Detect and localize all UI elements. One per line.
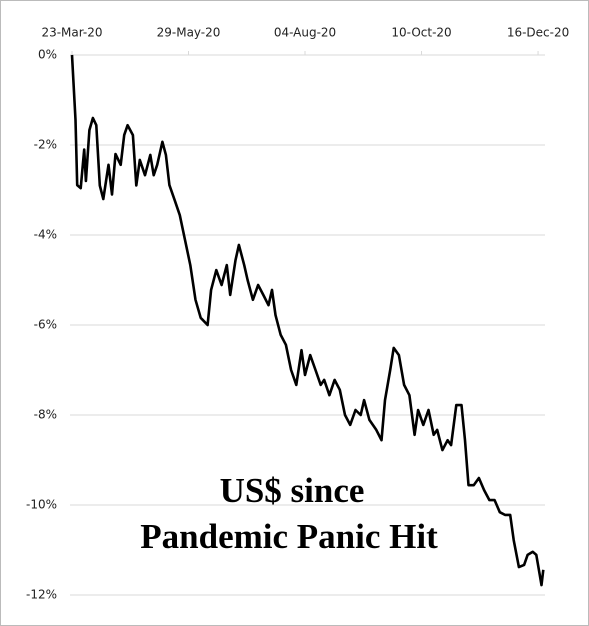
x-tick-label: 04-Aug-20 (274, 26, 336, 40)
y-tick-label: -8% (34, 408, 57, 422)
y-tick-label: -10% (26, 498, 57, 512)
data-line (70, 54, 545, 587)
y-tick-label: -2% (34, 138, 57, 152)
y-tick-label: -6% (34, 318, 57, 332)
annotation-line: US$ since (220, 471, 365, 510)
y-tick-label: -4% (34, 228, 57, 242)
x-tick-label: 23-Mar-20 (41, 26, 102, 40)
x-tick-label: 10-Oct-20 (391, 26, 451, 40)
annotation-line: Pandemic Panic Hit (140, 517, 438, 556)
y-tick-label: 0% (38, 48, 57, 62)
x-tick-label: 29-May-20 (157, 26, 221, 40)
y-tick-label: -12% (26, 588, 57, 602)
x-tick-label: 16-Dec-20 (507, 26, 569, 40)
